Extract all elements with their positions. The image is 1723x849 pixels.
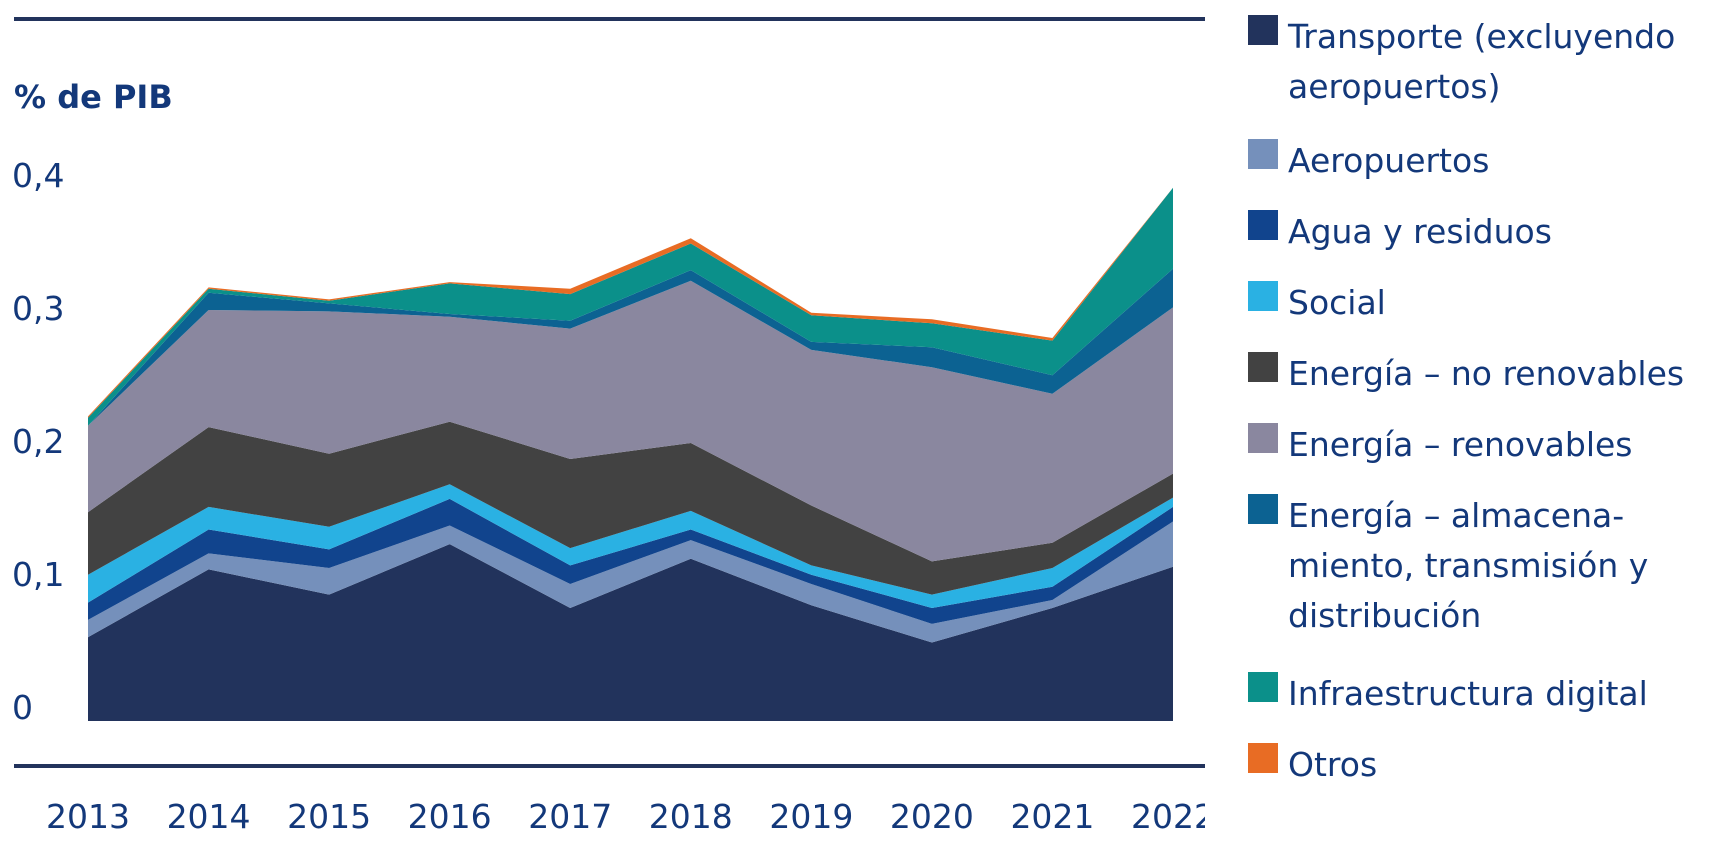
x-tick-label: 2020 <box>890 797 974 836</box>
legend-swatch <box>1248 352 1278 382</box>
legend-swatch <box>1248 672 1278 702</box>
legend-swatch <box>1248 15 1278 45</box>
area-series-4 <box>88 421 1173 595</box>
x-tick-label: 2018 <box>649 797 733 836</box>
chart: % de PIB 00,10,20,30,4 2013 2014 2015 2016 2… <box>12 17 1205 836</box>
legend-label: Aeropuertos <box>1288 141 1490 180</box>
area-series-3 <box>88 484 1173 608</box>
x-tick-label: 2022 <box>1131 797 1205 836</box>
legend-swatch <box>1248 743 1278 773</box>
y-axis-label: % de PIB <box>14 78 173 116</box>
y-tick-label: 0 <box>12 688 33 727</box>
legend-label: Agua y residuos <box>1288 212 1552 251</box>
legend-label: Energía – no renovables <box>1288 354 1685 393</box>
area-series-2 <box>88 498 1173 624</box>
y-tick-label: 0,3 <box>12 289 64 328</box>
legend-label: Energía – almacena-miento, transmisión y… <box>1288 496 1649 635</box>
legend-swatch <box>1248 494 1278 524</box>
stacked-areas <box>88 187 1173 721</box>
x-tick-label: 2014 <box>167 797 251 836</box>
x-tick-label: 2013 <box>46 797 130 836</box>
legend-swatch <box>1248 210 1278 240</box>
x-tick-label: 2019 <box>769 797 853 836</box>
x-axis-ticks: 2013 2014 2015 2016 2017 2018 2019 2020 2021 2022 <box>46 797 1205 836</box>
legend-swatch <box>1248 139 1278 169</box>
y-tick-label: 0,2 <box>12 422 64 461</box>
x-tick-label: 2015 <box>287 797 371 836</box>
legend-label: Transporte (excluyendo aeropuertos) <box>1288 17 1676 106</box>
area-series-0 <box>88 544 1173 721</box>
y-axis-ticks: 0 0,1 0,2 0,3 0,4 <box>12 156 64 727</box>
legend-label: Energía – renovables <box>1288 425 1633 464</box>
y-tick-label: 0,1 <box>12 555 64 594</box>
x-tick-label: 2016 <box>408 797 492 836</box>
y-tick-label: 0,4 <box>12 156 64 195</box>
legend-swatch <box>1248 423 1278 453</box>
area-series-5 <box>88 280 1173 562</box>
legend-swatch <box>1248 281 1278 311</box>
legend-label: Social <box>1288 283 1386 322</box>
area-series-1 <box>88 521 1173 643</box>
legend-label: Otros <box>1288 745 1378 784</box>
x-tick-label: 2017 <box>528 797 612 836</box>
area-series-6 <box>88 268 1173 426</box>
x-tick-label: 2021 <box>1010 797 1094 836</box>
legend-label: Infraestructura digital <box>1288 674 1648 713</box>
